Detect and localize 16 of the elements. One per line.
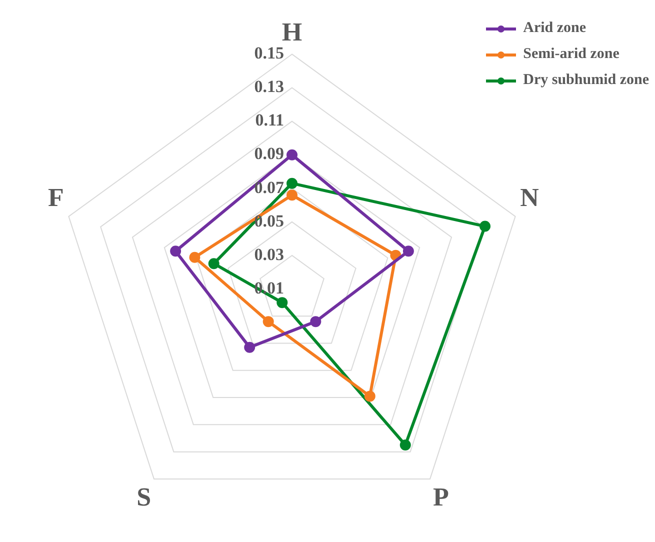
spoke-label: N <box>520 183 540 212</box>
spoke-label: S <box>136 482 152 512</box>
spoke-label: H <box>282 17 302 46</box>
legend-label: Dry subhumid zone <box>523 72 649 89</box>
spoke-label: P <box>432 482 449 512</box>
y-tick-label: 0.07 <box>254 178 284 197</box>
y-tick-label: 0.11 <box>255 110 284 130</box>
y-tick-label: 0.13 <box>254 77 284 96</box>
legend-label: Arid zone <box>523 20 586 37</box>
y-tick-label: 0.05 <box>254 211 284 230</box>
y-tick-label: 0.01 <box>254 278 284 298</box>
y-tick-label: 0.15 <box>254 44 284 63</box>
spoke-label: F <box>48 183 64 212</box>
y-tick-label: 0.03 <box>254 244 284 264</box>
y-tick-label: 0.09 <box>254 144 284 164</box>
legend-label: Semi-arid zone <box>523 46 620 63</box>
